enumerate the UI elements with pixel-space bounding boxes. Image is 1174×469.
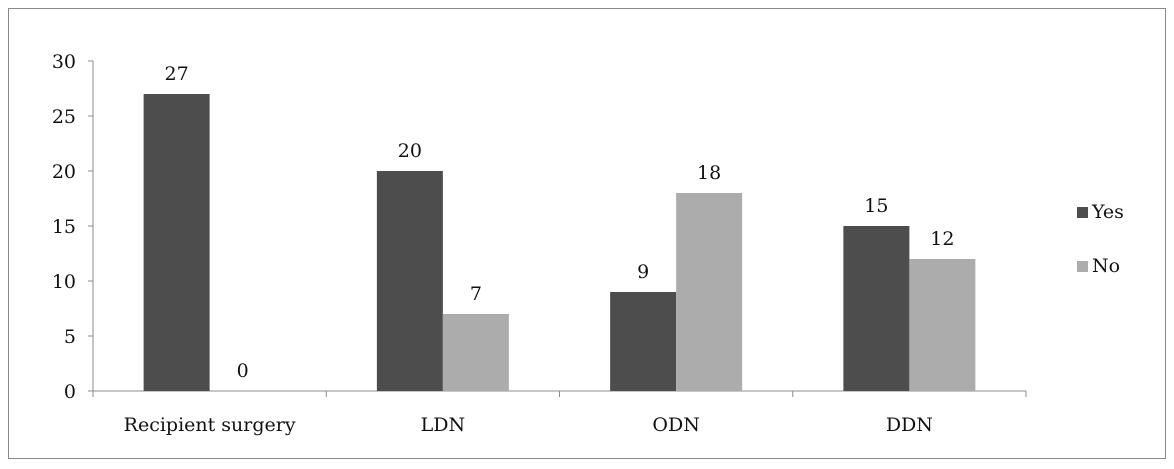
y-tick-label: 15 [52, 216, 76, 238]
data-label: 12 [930, 228, 954, 250]
data-label: 20 [398, 140, 422, 162]
y-tick-label: 0 [64, 381, 76, 403]
bar-no [909, 259, 976, 391]
y-tick-label: 20 [52, 161, 76, 183]
bars [143, 94, 976, 391]
legend-label-no: No [1092, 255, 1120, 277]
data-label: 7 [470, 283, 482, 305]
data-labels: 27 20 9 15 0 7 18 12 [165, 63, 955, 382]
data-label: 9 [637, 261, 649, 283]
y-tick-label: 10 [52, 271, 76, 293]
bar-yes [143, 94, 210, 391]
bar-no [442, 314, 509, 391]
bar-yes [843, 226, 910, 391]
data-label: 27 [165, 63, 189, 85]
data-label: 0 [237, 360, 249, 382]
legend-swatch-no [1077, 261, 1088, 272]
bar-no [676, 193, 743, 391]
bar-yes [610, 292, 677, 391]
x-category-label: DDN [886, 414, 933, 436]
x-category-label: ODN [652, 414, 699, 436]
bar-yes [376, 171, 443, 391]
y-tick-label: 25 [52, 106, 76, 128]
legend-swatch-yes [1077, 207, 1088, 218]
legend-label-yes: Yes [1091, 201, 1124, 223]
data-label: 15 [864, 195, 888, 217]
y-tick-label: 5 [64, 326, 76, 348]
x-category-label: Recipient surgery [124, 414, 296, 436]
data-label: 18 [697, 162, 721, 184]
x-category-label: LDN [421, 414, 465, 436]
legend: Yes No [1077, 201, 1124, 277]
y-tick-label: 30 [52, 51, 76, 73]
